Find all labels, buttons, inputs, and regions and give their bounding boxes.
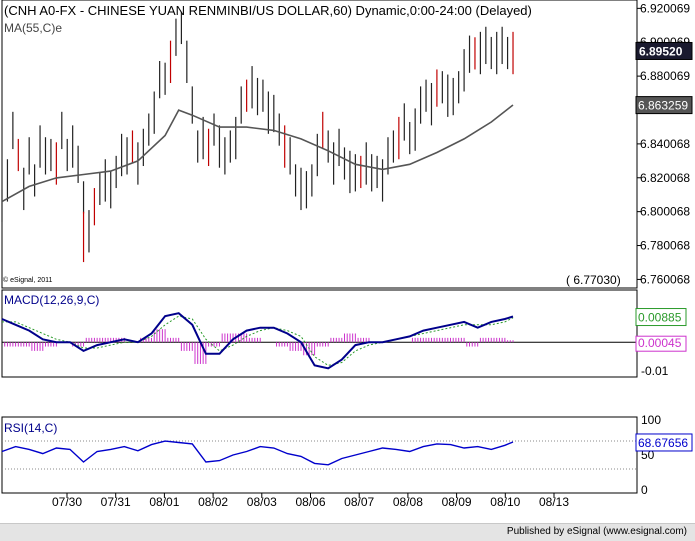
x-tick-label: 08/02 <box>198 495 228 509</box>
price-y-tick-label: 6.880069 <box>640 69 690 83</box>
last-price-box <box>635 41 693 60</box>
macd-hist-box <box>635 335 687 352</box>
low-label-box <box>563 271 635 287</box>
rsi-line <box>1 440 514 466</box>
footer-credit: Published by eSignal (www.esignal.com) <box>506 526 687 537</box>
price-y-tick-label: 6.760068 <box>640 272 690 286</box>
macd-last-label: 0.00885 <box>638 311 682 325</box>
x-tick-label: 08/08 <box>393 495 423 509</box>
ma-value-label: 6.863259 <box>638 99 688 113</box>
rsi-title: RSI(14,C) <box>4 421 57 435</box>
x-tick-label: 08/07 <box>344 495 374 509</box>
x-tick-label: 08/09 <box>442 495 472 509</box>
x-tick-label: 08/06 <box>295 495 325 509</box>
x-tick-label: 07/30 <box>52 495 82 509</box>
macd-title: MACD(12,26,9,C) <box>4 293 99 307</box>
price-y-tick-label: 6.800068 <box>640 205 690 219</box>
chart-title: (CNH A0-FX - CHINESE YUAN RENMINBI/US DO… <box>4 3 532 18</box>
rsi-plot-frame <box>1 416 638 494</box>
price-plot-frame <box>1 0 638 289</box>
rsi-last-label: 68.67656 <box>638 436 688 450</box>
macd-y-tick-label: -0.01 <box>641 364 669 378</box>
x-tick-label: 08/01 <box>149 495 179 509</box>
stock-chart: 6.9200696.9000696.8800696.8600686.840068… <box>1 0 693 509</box>
price-y-tick-label: 6.780068 <box>640 239 690 253</box>
macd-hist-label: 0.00045 <box>638 336 682 350</box>
ma-indicator-label: MA(55,C)e <box>4 21 62 35</box>
macd-last-box <box>635 308 687 327</box>
macd-panel: MACD(12,26,9,C) -0.01 0.00885 0.00045 <box>1 289 687 378</box>
last-price-label: 6.89520 <box>639 44 683 58</box>
x-tick-label: 08/03 <box>247 495 277 509</box>
x-tick-label: 07/31 <box>101 495 131 509</box>
price-y-tick-label: 6.840068 <box>640 137 690 151</box>
price-panel: 6.9200696.9000696.8800696.8600686.840068… <box>1 0 693 289</box>
macd-signal-line <box>2 315 514 366</box>
rsi-y-tick-label: 50 <box>641 448 655 462</box>
x-tick-label: 08/10 <box>490 495 520 509</box>
ma-value-box <box>635 96 693 115</box>
copyright-label: © eSignal, 2011 <box>3 276 53 284</box>
x-tick-label: 08/13 <box>539 495 569 509</box>
ma-line <box>1 104 514 203</box>
price-y-tick-label: 6.820068 <box>640 171 690 185</box>
rsi-panel: RSI(14,C) 100 50 0 68.67656 <box>1 413 693 497</box>
low-price-label: ( 6.77030) <box>566 273 621 287</box>
rsi-y-tick-label: 0 <box>641 483 648 497</box>
x-axis: 07/30 07/31 08/01 08/02 08/03 08/06 08/07 08/08… <box>52 493 569 509</box>
footer-bar: Published by eSignal (www.esignal.com) <box>0 523 695 541</box>
rsi-y-tick-label: 100 <box>641 413 661 427</box>
macd-line <box>1 312 514 370</box>
price-y-tick-label: 6.920069 <box>640 1 690 15</box>
macd-plot-frame <box>1 289 638 378</box>
rsi-last-box <box>635 433 693 452</box>
